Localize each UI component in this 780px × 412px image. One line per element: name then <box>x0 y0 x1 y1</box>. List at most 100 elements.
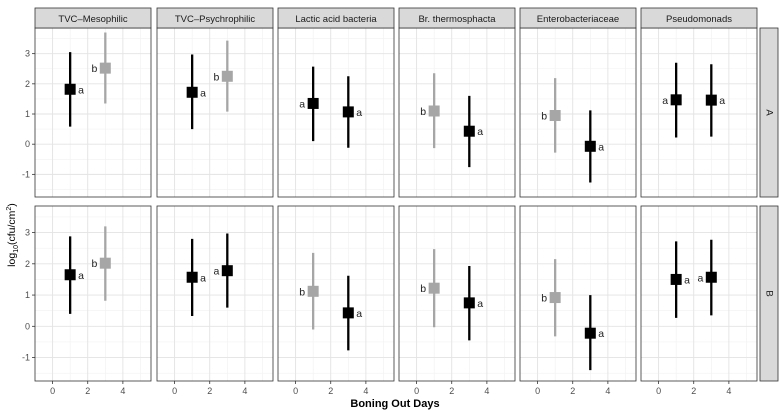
panel-background <box>35 206 151 381</box>
data-point <box>549 110 561 122</box>
y-tick-label: 1 <box>25 109 30 119</box>
facet-strips: TVC–Mesophilic TVC–Psychrophilic Lactic ac… <box>34 7 779 382</box>
data-point <box>99 257 111 269</box>
significance-letter: b <box>299 286 305 298</box>
panel-border <box>640 205 758 382</box>
panel-border <box>519 205 637 382</box>
significance-letter: b <box>213 71 219 83</box>
y-axis-label: log10(cfu/cm2) <box>6 203 20 267</box>
y-axis-label-prefix: log <box>6 253 18 267</box>
significance-letter: a <box>719 95 725 107</box>
significance-letter: a <box>213 266 219 278</box>
data-point <box>64 269 76 281</box>
x-tick-label: 2 <box>449 386 454 396</box>
significance-letter: b <box>420 283 426 295</box>
x-tick-label: 4 <box>726 386 731 396</box>
x-tick-label: 0 <box>535 386 540 396</box>
panel-background <box>399 206 515 381</box>
panel-border <box>398 205 516 382</box>
significance-letter: a <box>356 107 362 119</box>
data-point <box>463 125 475 137</box>
row-strip-b <box>759 205 779 382</box>
panel-a-lactic-acid-bacteria: aa <box>277 27 395 198</box>
data-point <box>307 97 319 109</box>
data-point <box>428 105 440 117</box>
panel-background <box>278 206 394 381</box>
row-strip-label-b: B <box>763 290 774 296</box>
data-point <box>186 271 198 283</box>
significance-letter: b <box>91 63 97 75</box>
data-point <box>221 265 233 277</box>
y-tick-label: -1 <box>22 169 30 179</box>
y-tick-label: 2 <box>25 79 30 89</box>
data-point <box>342 106 354 118</box>
panel-background <box>520 206 636 381</box>
x-tick-label: 2 <box>207 386 212 396</box>
x-tick-label: 2 <box>85 386 90 396</box>
x-tick-label: 4 <box>605 386 610 396</box>
x-tick-label: 2 <box>328 386 333 396</box>
y-axis-label-suffix: ) <box>6 203 18 207</box>
significance-letter: b <box>541 111 547 123</box>
panel-background <box>157 206 273 381</box>
panel-border <box>34 205 152 382</box>
x-tick-label: 4 <box>363 386 368 396</box>
panel-b-tvc-mesophilic: ab <box>34 205 152 382</box>
panel-a-br-thermosphacta: ba <box>398 27 516 198</box>
panel-background <box>520 28 636 197</box>
significance-letter: b <box>420 106 426 118</box>
data-point <box>463 297 475 309</box>
significance-letter: b <box>541 293 547 305</box>
data-point <box>221 70 233 82</box>
x-axis-label: Boning Out Days <box>350 398 439 410</box>
panel-a-tvc-psychrophilic: ab <box>156 27 274 198</box>
y-axis-label-superscript: 2 <box>6 207 13 211</box>
significance-letter: a <box>200 87 206 99</box>
y-tick-label: -1 <box>22 353 30 363</box>
y-tick-label: 2 <box>25 259 30 269</box>
strip-label-lactic-acid-bacteria: Lactic acid bacteria <box>295 14 377 25</box>
data-point <box>342 307 354 319</box>
panel-border <box>156 205 274 382</box>
panel-a-tvc-mesophilic: ab <box>34 27 152 198</box>
data-point <box>64 83 76 95</box>
panel-b-tvc-psychrophilic: aa <box>156 205 274 382</box>
significance-letter: a <box>477 126 483 138</box>
strip-label-enterobacteriaceae: Enterobacteriaceae <box>537 14 619 25</box>
axes: -1 0 1 2 3 0 2 4 0 2 4 0 2 4 0 2 4 0 2 4 0 2 4 -1 0 1 2 3 <box>22 49 731 396</box>
y-tick-label: 0 <box>25 139 30 149</box>
x-tick-label: 4 <box>484 386 489 396</box>
y-axis-label-main: (cfu/cm <box>6 210 18 245</box>
x-tick-label: 0 <box>172 386 177 396</box>
significance-letter: b <box>91 258 97 270</box>
panel-background <box>399 28 515 197</box>
row-strip-label-a: A <box>763 109 774 116</box>
data-point <box>99 62 111 74</box>
y-tick-label: 3 <box>25 49 30 59</box>
strip-pseudomonads <box>640 7 758 29</box>
strip-label-tvc-psychrophilic: TVC–Psychrophilic <box>175 14 255 25</box>
x-tick-label: 2 <box>691 386 696 396</box>
panel-b-enterobacteriaceae: ba <box>519 205 637 382</box>
strip-enterobacteriaceae <box>519 7 637 29</box>
y-tick-label: 1 <box>25 290 30 300</box>
significance-letter: a <box>78 84 84 96</box>
significance-letter: a <box>299 98 305 110</box>
significance-letter: a <box>598 328 604 340</box>
panel-b-lactic-acid-bacteria: ba <box>277 205 395 382</box>
data-point <box>549 292 561 304</box>
data-point <box>584 140 596 152</box>
panel-background <box>35 28 151 197</box>
data-point <box>670 94 682 106</box>
y-axis-label-subscript: 10 <box>13 245 20 253</box>
x-tick-label: 4 <box>120 386 125 396</box>
significance-letter: a <box>78 270 84 282</box>
strip-lactic-acid-bacteria <box>277 7 395 29</box>
x-tick-label: 2 <box>570 386 575 396</box>
panel-background <box>641 206 757 381</box>
data-point <box>705 271 717 283</box>
